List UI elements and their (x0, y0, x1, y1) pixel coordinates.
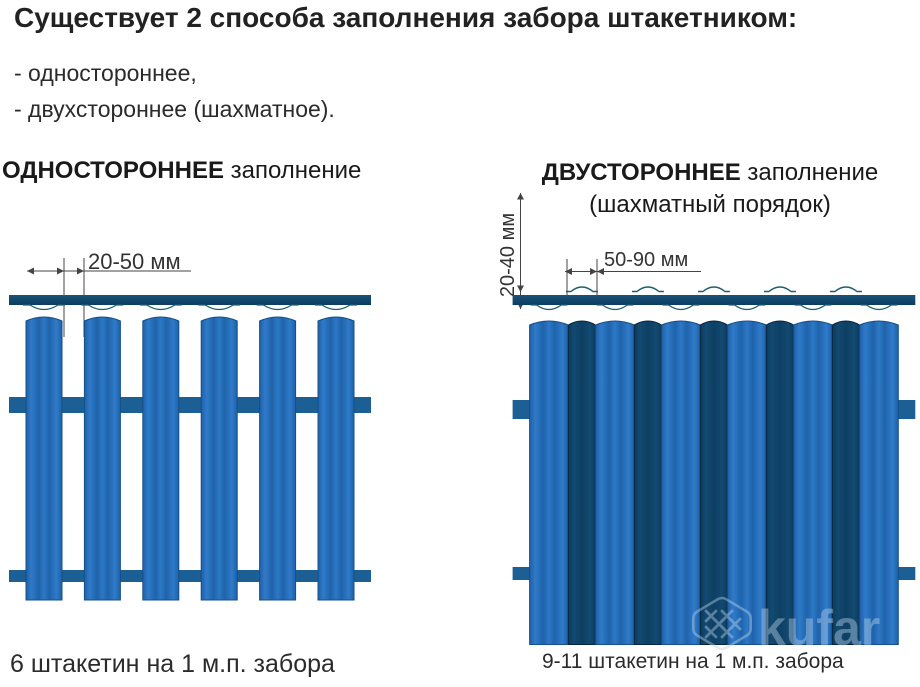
svg-text:kufar: kufar (758, 600, 880, 656)
svg-text:50-90 мм: 50-90 мм (604, 249, 688, 271)
svg-text:20-40 мм: 20-40 мм (497, 213, 519, 297)
svg-text:20-50 мм: 20-50 мм (88, 249, 181, 274)
